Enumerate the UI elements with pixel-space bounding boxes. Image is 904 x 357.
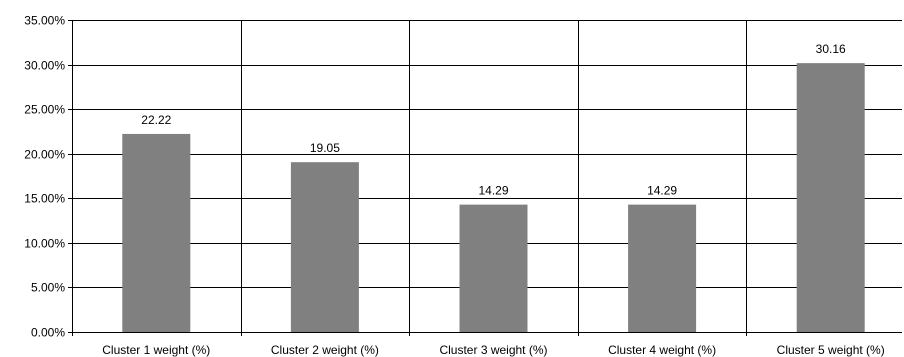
bar: [290, 162, 359, 332]
bars: [122, 63, 865, 332]
data-label: 14.29: [647, 184, 677, 198]
data-label: 14.29: [478, 184, 508, 198]
y-tick-label: 25.00%: [24, 103, 65, 117]
data-label: 30.16: [816, 42, 846, 56]
gridlines: [72, 20, 902, 336]
category-label: Cluster 2 weight (%): [271, 343, 379, 357]
bar: [628, 204, 697, 332]
labels: 0.00% 5.00% 10.00% 15.00% 20.00% 25.00% 30.00%…: [24, 14, 884, 357]
y-tick-label: 30.00%: [24, 59, 65, 73]
y-tick-label: 0.00%: [31, 326, 65, 340]
data-label: 19.05: [310, 141, 340, 155]
y-tick-label: 10.00%: [24, 237, 65, 251]
bar: [796, 63, 865, 332]
y-tick-label: 5.00%: [31, 281, 65, 295]
category-label: Cluster 3 weight (%): [439, 343, 547, 357]
data-label: 22.22: [141, 113, 171, 127]
bar: [459, 204, 528, 332]
y-tick-label: 20.00%: [24, 148, 65, 162]
y-tick-label: 15.00%: [24, 192, 65, 206]
category-label: Cluster 4 weight (%): [608, 343, 716, 357]
category-label: Cluster 1 weight (%): [102, 343, 210, 357]
category-label: Cluster 5 weight (%): [777, 343, 885, 357]
axes: [68, 20, 73, 336]
y-tick-label: 35.00%: [24, 14, 65, 28]
bar: [122, 133, 191, 332]
